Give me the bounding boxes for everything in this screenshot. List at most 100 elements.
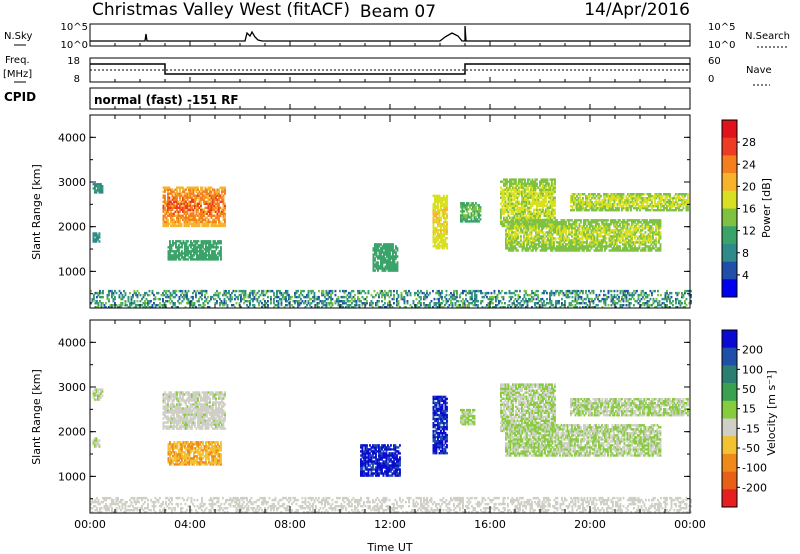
heatmap-cell [434, 245, 436, 248]
heatmap-cell [172, 258, 174, 261]
heatmap-cell [513, 206, 516, 209]
heatmap-cell [219, 186, 222, 189]
heatmap-cell [182, 206, 184, 209]
heatmap-cell [559, 241, 561, 244]
heatmap-cell [515, 229, 518, 232]
heatmap-cell [194, 250, 197, 253]
heatmap-cell [390, 267, 393, 270]
heatmap-cell [580, 221, 582, 224]
heatmap-cell [503, 194, 505, 197]
heatmap-cell [556, 223, 558, 226]
heatmap-cell [183, 220, 186, 224]
heatmap-cell [446, 198, 448, 202]
heatmap-cell [186, 210, 189, 213]
heatmap-cell [218, 224, 220, 228]
heatmap-cell [537, 200, 540, 203]
heatmap-cell [443, 222, 445, 226]
heatmap-cell [168, 208, 171, 211]
heatmap-cell [162, 214, 165, 217]
heatmap-cell [538, 233, 540, 236]
heatmap-cell [670, 209, 673, 212]
heatmap-cell [617, 249, 620, 252]
heatmap-cell [528, 190, 531, 193]
heatmap-cell [501, 210, 504, 213]
heatmap-cell [374, 243, 376, 246]
heatmap-cell [619, 205, 622, 208]
heatmap-cell [581, 231, 584, 234]
heatmap-cell [635, 249, 638, 252]
heatmap-cell [565, 233, 567, 236]
heatmap-cell [173, 200, 175, 203]
heatmap-cell [203, 224, 205, 228]
heatmap-cell [219, 200, 222, 203]
heatmap-cell [664, 207, 667, 210]
heatmap-cell [434, 202, 436, 206]
heatmap-cell [594, 205, 596, 208]
heatmap-cell [509, 245, 512, 248]
heatmap-cell [578, 237, 581, 240]
heatmap-cell [165, 220, 168, 224]
heatmap-cell [192, 218, 195, 221]
heatmap-cell [544, 221, 546, 224]
heatmap-cell [629, 229, 632, 232]
heatmap-cell [437, 239, 439, 242]
heatmap-cell [512, 204, 514, 207]
heatmap-cell [603, 201, 605, 204]
heatmap-cell [643, 197, 646, 200]
heatmap-cell [175, 256, 177, 259]
heatmap-cell [235, 302, 238, 305]
heatmap-cell [215, 246, 218, 249]
heatmap-cell [165, 218, 168, 221]
heatmap-cell [531, 182, 534, 185]
heatmap-cell [191, 214, 193, 217]
heatmap-cell [524, 222, 526, 226]
heatmap-cell [504, 178, 507, 181]
heatmap-cell [571, 227, 573, 230]
heatmap-cell [608, 227, 611, 230]
heatmap-cell [529, 225, 531, 228]
heatmap-cell [650, 225, 653, 228]
heatmap-cell [213, 188, 216, 191]
heatmap-cell [506, 202, 508, 205]
heatmap-cell [524, 229, 527, 232]
heatmap-cell [678, 193, 680, 196]
heatmap-cell [537, 198, 540, 201]
heatmap-cell [475, 208, 477, 211]
heatmap-cell [542, 233, 545, 236]
heatmap-cell [513, 192, 516, 195]
heatmap-cell [377, 269, 379, 272]
heatmap-cell [533, 198, 535, 201]
heatmap-cell [430, 300, 433, 303]
heatmap-cell [473, 218, 476, 221]
heatmap-cell [200, 256, 203, 259]
heatmap-cell [644, 221, 647, 224]
heatmap-cell [218, 240, 221, 243]
heatmap-cell [581, 245, 584, 248]
heatmap-cell [557, 247, 560, 250]
heatmap-cell [523, 239, 525, 242]
heatmap-cell [513, 194, 516, 197]
heatmap-cell [637, 199, 640, 202]
heatmap-cell [583, 203, 586, 206]
heatmap-cell [187, 252, 189, 255]
heatmap-cell [545, 235, 548, 238]
heatmap-cell [562, 229, 564, 232]
heatmap-cell [504, 180, 507, 183]
heatmap-cell [548, 225, 551, 228]
heatmap-cell [383, 255, 385, 258]
heatmap-cell [649, 245, 651, 248]
heatmap-cell [554, 208, 556, 211]
heatmap-cell [617, 231, 620, 234]
heatmap-cell [188, 214, 190, 217]
heatmap-cell [594, 197, 596, 200]
heatmap-cell [526, 233, 528, 236]
heatmap-cell [607, 209, 610, 212]
heatmap-cell [587, 237, 590, 240]
heatmap-cell [628, 207, 631, 210]
heatmap-cell [658, 201, 661, 204]
heatmap-cell [438, 224, 441, 228]
heatmap-cell [638, 237, 641, 240]
heatmap-cell [460, 220, 462, 223]
heatmap-cell [511, 237, 513, 240]
heatmap-cell [685, 199, 688, 202]
